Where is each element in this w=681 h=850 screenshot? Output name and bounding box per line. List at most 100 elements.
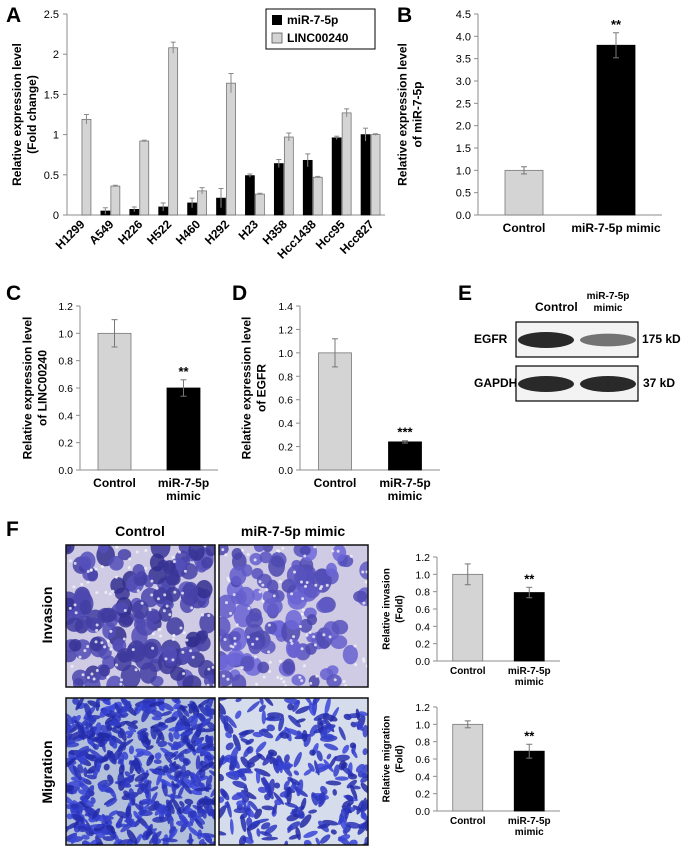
pore (136, 589, 140, 593)
y-axis-label: of LINC00240 (36, 350, 50, 426)
cell (87, 732, 96, 740)
x-tick-label: mimic (166, 489, 201, 503)
cell (287, 703, 294, 711)
pore (108, 592, 112, 596)
cell (325, 780, 342, 786)
cell (180, 780, 192, 795)
pore (72, 585, 76, 589)
cell (137, 786, 145, 795)
cell (204, 754, 213, 761)
blot-row-egfr: EGFR (474, 332, 508, 346)
cell (230, 755, 240, 769)
cell (171, 783, 180, 788)
y-tick-label: 1.0 (456, 165, 471, 177)
cell (148, 701, 165, 707)
cell (362, 764, 368, 777)
cell (144, 608, 161, 623)
y-tick-label: 1.0 (278, 348, 293, 360)
pore (119, 682, 123, 686)
x-tick-label: miR-7-5p (508, 666, 551, 677)
cell (219, 545, 229, 556)
bar (513, 750, 545, 812)
cell (118, 614, 133, 628)
chart-f-migration: 0.0 0.2 0.4 0.6 0.8 1.0 1.2 Relative migration(… (382, 702, 560, 838)
cell (88, 839, 99, 845)
pore (144, 548, 148, 552)
cell (219, 754, 225, 771)
cell (182, 675, 202, 687)
cell (108, 719, 121, 727)
legend-label-mir: miR-7-5p (287, 13, 338, 27)
cell (165, 799, 175, 815)
cell (84, 721, 89, 728)
pore (104, 590, 108, 594)
micrograph-invasion-mimic (218, 544, 369, 688)
pore (362, 659, 366, 663)
cell (125, 805, 132, 818)
pore (267, 650, 271, 654)
cell (66, 832, 77, 843)
y-tick-label: 0 (53, 210, 59, 222)
pore (223, 637, 227, 641)
x-tick-label: H460 (173, 217, 203, 247)
cell (285, 609, 303, 630)
pore (251, 642, 255, 646)
cell (87, 568, 99, 582)
pore (181, 591, 185, 595)
cell (72, 765, 82, 781)
cell (162, 764, 169, 773)
cell (287, 825, 293, 833)
cell (288, 715, 301, 728)
cell (317, 791, 326, 805)
y-tick-label: 0.6 (278, 395, 293, 407)
cell (286, 564, 307, 586)
cell (272, 803, 278, 815)
cell (256, 573, 272, 589)
pore (281, 546, 285, 550)
cell (139, 662, 158, 684)
bar-linc (283, 136, 294, 216)
pore (148, 608, 152, 612)
cell (201, 556, 213, 569)
cell (268, 555, 286, 577)
micrograph-border (218, 544, 369, 688)
cell (68, 723, 77, 732)
pore (298, 675, 302, 679)
pore (181, 650, 185, 654)
bar-linc (110, 185, 121, 216)
pore (277, 549, 281, 553)
pore (354, 663, 358, 667)
cell (289, 778, 301, 786)
pore (207, 667, 211, 671)
pore (305, 580, 309, 584)
x-tick-label: miR-7-5p (379, 476, 430, 490)
cell (247, 824, 258, 829)
y-axis-label: Relative expression level (396, 43, 410, 186)
pore (292, 635, 296, 639)
cell (325, 562, 337, 577)
y-tick-label: 1.0 (415, 719, 430, 731)
pore (83, 649, 87, 653)
cell (246, 746, 254, 754)
cell (258, 704, 266, 713)
cell (260, 822, 271, 830)
cell (330, 829, 337, 835)
cell (150, 725, 157, 740)
cell (161, 702, 174, 712)
pore (313, 545, 317, 549)
pore (73, 561, 77, 565)
cell (255, 741, 267, 753)
pore (314, 583, 318, 587)
cell (66, 650, 77, 663)
cell (194, 818, 204, 830)
cell (116, 648, 135, 663)
pore (95, 628, 99, 632)
cell (282, 658, 295, 675)
cell (117, 839, 133, 845)
panel-letter-f: F (6, 518, 19, 541)
cell (323, 759, 334, 773)
significance-mark: *** (397, 425, 413, 440)
cell (286, 814, 299, 822)
cell (349, 742, 356, 749)
x-tick-label: Control (93, 476, 136, 490)
